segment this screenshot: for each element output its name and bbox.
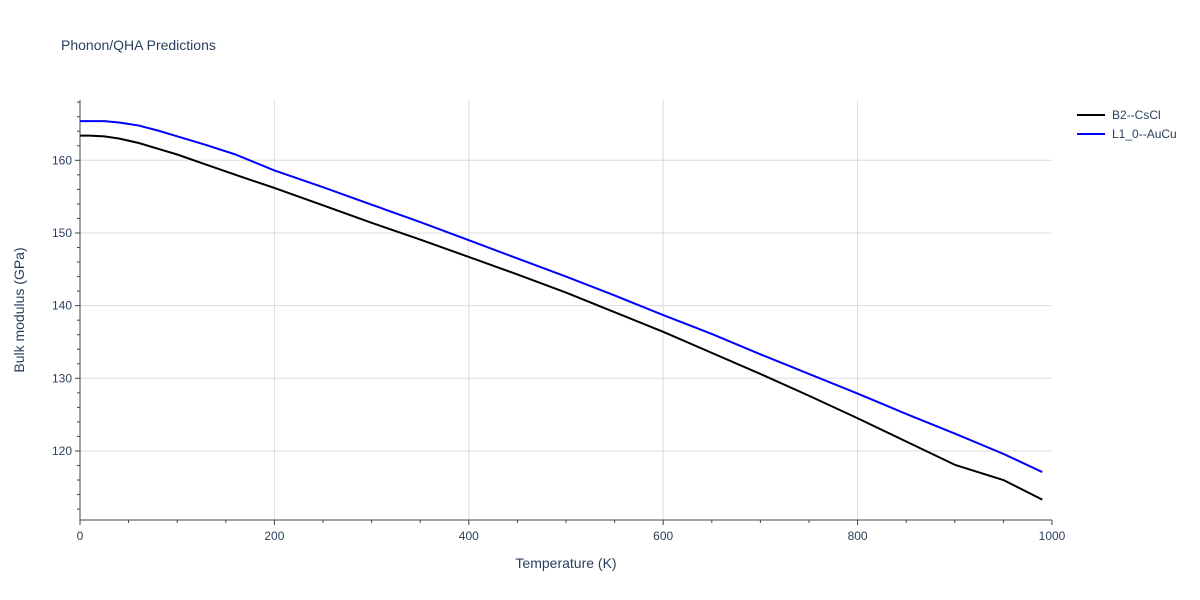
series-layer	[80, 120, 1043, 501]
chart-title: Phonon/QHA Predictions	[61, 37, 216, 53]
axes-layer: 0 200 400 600 800 1000 120 130 140 150 160	[52, 100, 1066, 543]
y-tick-label: 150	[52, 226, 72, 240]
x-tick-label: 200	[264, 529, 284, 543]
y-tick-label: 120	[52, 444, 72, 458]
y-tick-label: 160	[52, 153, 72, 167]
legend-item-2[interactable]: L1_0--AuCu	[1077, 127, 1177, 141]
x-tick-label: 0	[77, 529, 84, 543]
legend-label: L1_0--AuCu	[1112, 127, 1177, 141]
y-tick-label: 140	[52, 299, 72, 313]
legend-label: B2--CsCl	[1112, 108, 1161, 122]
legend-item-1[interactable]: B2--CsCl	[1077, 108, 1161, 122]
x-axis-title: Temperature (K)	[515, 555, 616, 571]
series-line-1	[80, 134, 1043, 501]
x-tick-label: 400	[459, 529, 479, 543]
x-tick-label: 600	[653, 529, 673, 543]
legend[interactable]: B2--CsCl L1_0--AuCu	[1077, 108, 1177, 141]
grid-layer	[80, 100, 1052, 520]
series-line-2	[80, 120, 1043, 473]
y-tick-label: 130	[52, 371, 72, 385]
x-tick-label: 1000	[1039, 529, 1066, 543]
y-axis-title: Bulk modulus (GPa)	[11, 247, 27, 372]
x-tick-label: 800	[848, 529, 868, 543]
